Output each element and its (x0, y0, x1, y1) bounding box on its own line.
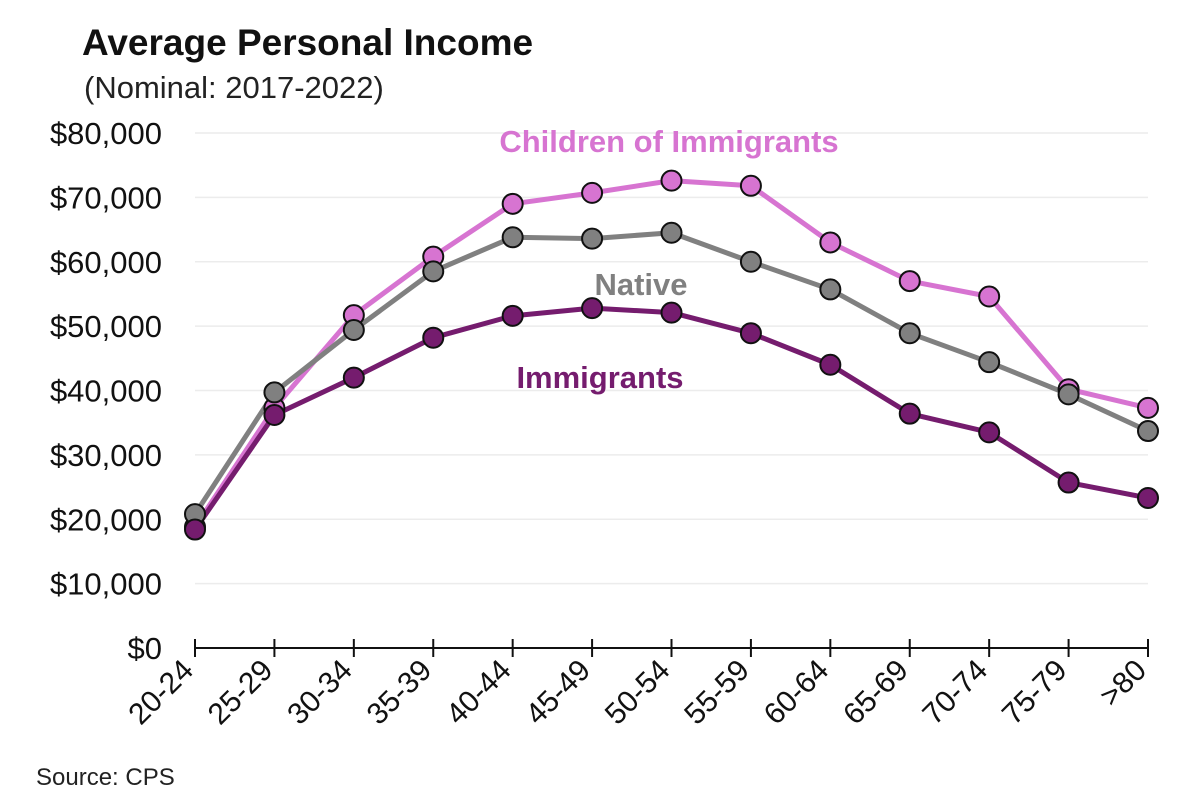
chart-title: Average Personal Income (82, 22, 534, 63)
data-point-immigrants (978, 421, 1001, 444)
x-tick-label: 45-49 (519, 654, 597, 732)
data-point-immigrants (1057, 471, 1080, 494)
data-point-native (342, 318, 365, 341)
data-point-children-of-immigrants (898, 270, 921, 293)
chart-subtitle: (Nominal: 2017-2022) (84, 70, 384, 105)
data-point-native (581, 227, 604, 250)
data-point-children-of-immigrants (739, 174, 762, 197)
x-tick-label: 35-39 (361, 654, 439, 732)
source-note: Source: CPS (36, 764, 175, 791)
y-tick-label: $80,000 (50, 116, 162, 151)
data-point-immigrants (184, 518, 206, 541)
data-point-children-of-immigrants (978, 285, 1001, 308)
y-tick-label: $30,000 (50, 438, 162, 473)
data-point-immigrants (422, 326, 445, 349)
data-point-native (263, 381, 286, 404)
y-tick-label: $50,000 (50, 309, 162, 344)
data-point-immigrants (660, 301, 683, 324)
data-point-immigrants (342, 366, 365, 389)
data-point-children-of-immigrants (501, 192, 524, 215)
data-point-children-of-immigrants (819, 231, 842, 254)
x-tick-label: 75-79 (996, 654, 1074, 732)
data-point-native (501, 226, 524, 249)
data-point-immigrants (898, 402, 921, 425)
data-point-children-of-immigrants (1137, 396, 1159, 419)
y-tick-label: $40,000 (50, 374, 162, 409)
data-point-native (739, 250, 762, 273)
data-point-native (898, 322, 921, 345)
data-point-children-of-immigrants (581, 181, 604, 204)
gridlines (195, 132, 1148, 585)
x-tick-label: 70-74 (917, 654, 995, 732)
data-point-native (1057, 383, 1080, 406)
x-axis: 20-24 25-29 30-34 35-39 40-44 45-49 50-54 55-59… (122, 639, 1153, 731)
x-tick-label: 55-59 (678, 654, 756, 732)
series-labels: Children of Immigrants Native Immigrants (499, 124, 838, 395)
data-point-native (978, 351, 1001, 374)
y-tick-label: $0 (128, 631, 162, 666)
x-tick-label: 25-29 (202, 654, 280, 732)
data-point-immigrants (263, 403, 286, 426)
series-points (184, 169, 1159, 541)
series-label-children-of-immigrants: Children of Immigrants (499, 124, 838, 159)
series-label-immigrants: Immigrants (516, 360, 683, 395)
data-point-immigrants (501, 304, 524, 327)
x-tick-label: 30-34 (281, 654, 359, 732)
data-point-native (1137, 420, 1159, 443)
series-label-native: Native (594, 267, 687, 302)
data-point-native (819, 278, 842, 301)
data-point-immigrants (581, 297, 604, 320)
data-point-immigrants (819, 353, 842, 376)
data-point-native (660, 221, 683, 244)
y-axis: $0 $10,000 $20,000 $30,000 $40,000 $50,000 $60… (50, 116, 162, 666)
x-tick-label: 40-44 (440, 654, 518, 732)
y-tick-label: $20,000 (50, 502, 162, 537)
y-tick-label: $60,000 (50, 245, 162, 280)
data-point-native (422, 260, 445, 283)
data-point-immigrants (1137, 487, 1159, 510)
y-tick-label: $70,000 (50, 180, 162, 215)
data-point-children-of-immigrants (660, 169, 683, 192)
x-tick-label: >80 (1094, 654, 1153, 713)
data-point-immigrants (739, 322, 762, 345)
x-tick-label: 60-64 (758, 654, 836, 732)
x-tick-label: 50-54 (599, 654, 677, 732)
x-tick-label: 65-69 (837, 654, 915, 732)
y-tick-label: $10,000 (50, 567, 162, 602)
